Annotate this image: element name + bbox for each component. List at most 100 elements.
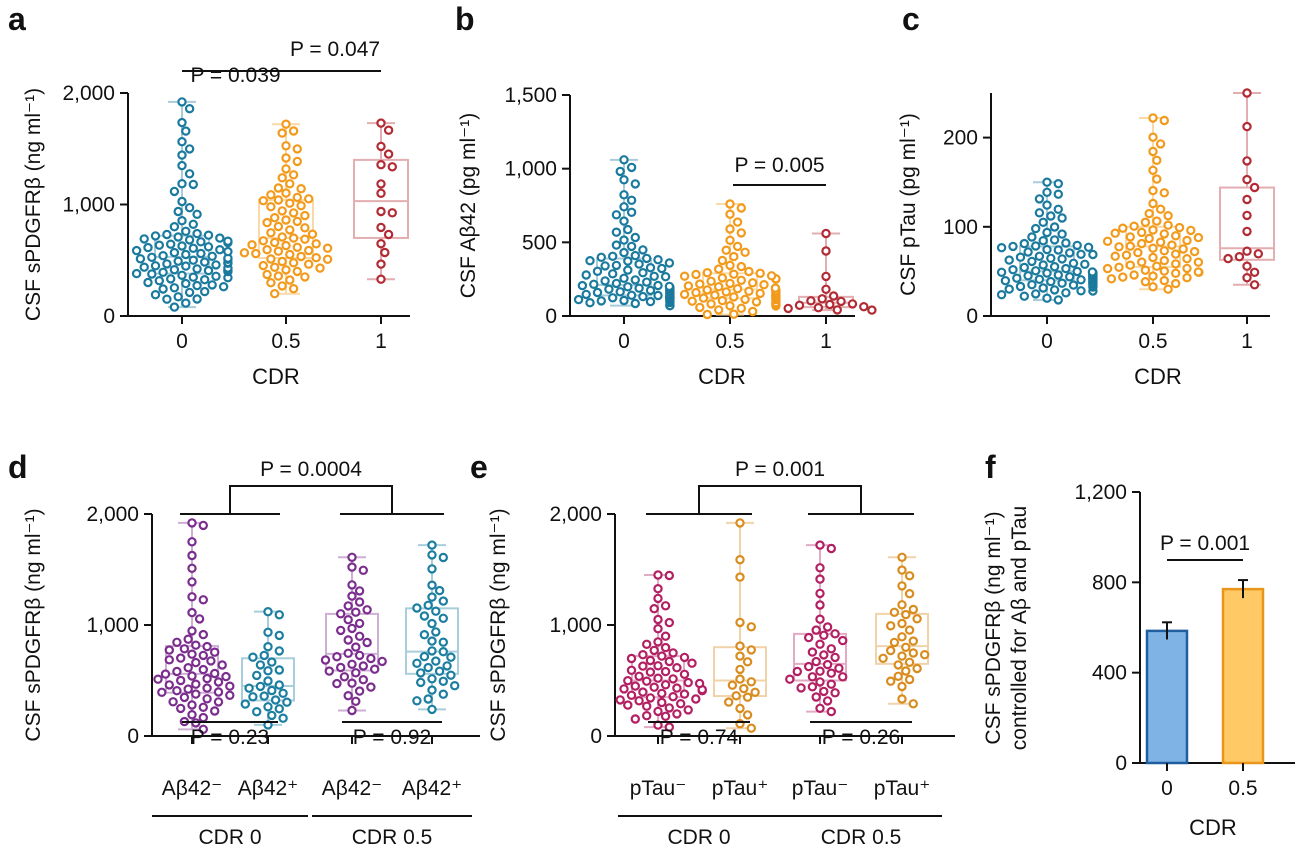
data-point <box>150 290 161 300</box>
data-point <box>267 710 277 721</box>
data-point <box>281 240 291 251</box>
data-point <box>270 212 280 223</box>
data-point <box>838 635 848 646</box>
data-point <box>347 562 357 572</box>
data-point <box>376 259 386 269</box>
data-point <box>825 299 835 310</box>
data-point <box>1012 273 1022 283</box>
panel-e: e 0 1,000 2,000 pTau⁻ pTau⁺ pTau⁻ pTau⁺ CSF sPDG… <box>470 449 955 849</box>
data-point <box>815 540 825 550</box>
data-point <box>1148 225 1158 235</box>
data-point <box>889 607 900 618</box>
data-point <box>172 686 182 696</box>
data-point <box>209 706 220 716</box>
data-point <box>175 653 186 663</box>
p-value: P = 0.047 <box>290 38 380 61</box>
data-point <box>162 294 172 304</box>
data-point <box>181 249 191 260</box>
data-point <box>706 276 716 286</box>
data-point <box>196 248 206 259</box>
data-point <box>638 687 648 697</box>
data-point <box>1038 217 1048 227</box>
data-point <box>188 272 198 282</box>
data-point <box>717 255 728 266</box>
data-point <box>642 701 652 711</box>
data-point <box>177 97 187 107</box>
data-point <box>725 301 735 311</box>
data-point <box>292 156 302 167</box>
data-point <box>608 293 618 303</box>
box-group <box>153 518 235 735</box>
data-point <box>836 296 846 307</box>
data-point <box>154 276 164 286</box>
data-point <box>383 229 394 240</box>
data-point <box>387 162 397 172</box>
data-point <box>199 286 210 297</box>
data-point <box>751 297 762 307</box>
data-point <box>383 125 394 135</box>
data-point <box>893 671 903 682</box>
data-point <box>1148 165 1158 175</box>
data-point <box>184 169 195 179</box>
data-point <box>1061 263 1071 274</box>
box-group <box>615 570 707 732</box>
data-point <box>608 251 618 261</box>
data-point <box>1242 194 1252 205</box>
data-point <box>615 695 625 705</box>
data-point <box>251 248 261 259</box>
data-point <box>184 235 195 245</box>
data-point <box>908 699 919 709</box>
data-point <box>258 260 268 271</box>
data-point <box>311 253 321 263</box>
data-point <box>187 710 197 720</box>
data-point <box>878 653 888 664</box>
data-point <box>735 664 745 675</box>
data-point <box>196 237 206 247</box>
data-point <box>740 294 750 305</box>
data-point <box>1249 182 1260 193</box>
data-point <box>1053 189 1064 199</box>
data-point <box>307 229 318 239</box>
data-point <box>626 290 637 300</box>
x-axis-label: CDR <box>1134 364 1182 389</box>
data-point <box>1159 255 1170 266</box>
data-point <box>1049 262 1060 272</box>
data-point <box>1148 113 1158 123</box>
data-point <box>826 644 837 654</box>
data-point <box>1163 210 1173 221</box>
y-tick-label: 1,000 <box>549 614 602 637</box>
data-point <box>169 265 180 275</box>
data-point <box>187 607 197 618</box>
data-point <box>596 296 607 306</box>
data-point <box>211 271 221 281</box>
data-point <box>202 694 212 704</box>
data-point <box>687 658 697 668</box>
data-point <box>721 245 731 255</box>
data-point <box>1053 245 1064 255</box>
data-point <box>199 275 210 285</box>
data-point <box>259 650 269 661</box>
data-point <box>796 683 806 693</box>
data-point <box>920 650 930 660</box>
data-point <box>1049 235 1060 245</box>
data-point <box>270 237 280 248</box>
data-point <box>672 709 682 719</box>
data-point <box>901 642 911 653</box>
x-tick-label: 0 <box>176 330 188 353</box>
data-point <box>281 153 291 163</box>
data-point <box>660 601 671 611</box>
data-point <box>380 247 390 258</box>
y-axis-label-line2: controlled for Aβ and pTau <box>1008 506 1031 750</box>
data-point <box>679 689 690 699</box>
data-point <box>653 637 663 647</box>
data-point <box>188 219 198 229</box>
data-point <box>695 302 705 313</box>
data-point <box>1046 253 1056 263</box>
data-point <box>748 306 758 317</box>
x-tick-label: 1 <box>820 330 832 353</box>
data-point <box>285 275 295 285</box>
data-point <box>209 668 220 679</box>
data-point <box>735 555 745 565</box>
data-point <box>735 572 745 582</box>
data-point <box>732 241 743 252</box>
